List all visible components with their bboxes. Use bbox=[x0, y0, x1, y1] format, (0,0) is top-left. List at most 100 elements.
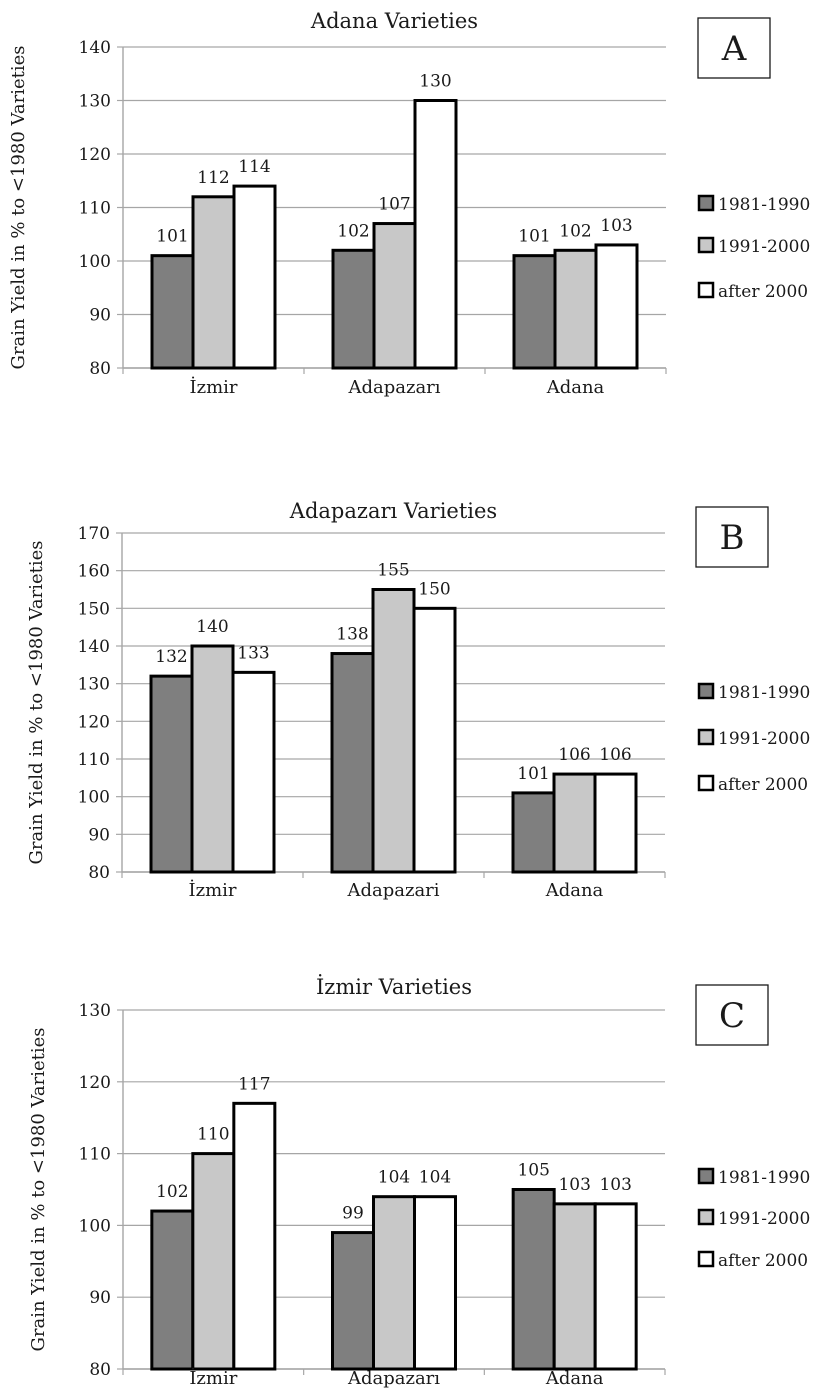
chart-a-title: Adana Varieties bbox=[310, 9, 478, 33]
chart-c-bar-adapazar-s3 bbox=[413, 1195, 457, 1371]
chart-a-bar-adana-s3 bbox=[594, 243, 639, 370]
chart-a-data-label: 101 bbox=[518, 227, 550, 247]
chart-b-ytick-label: 170 bbox=[78, 524, 110, 544]
chart-b-legend-swatch-s1 bbox=[697, 682, 715, 700]
chart-b-bar-izmir-s1 bbox=[149, 674, 194, 874]
chart-c-bar-adapazar-s1 bbox=[331, 1231, 375, 1371]
chart-a-bar-adapazar-s1 bbox=[331, 248, 376, 370]
chart-b-bar-adana-s1 bbox=[511, 791, 556, 874]
chart-a-ytick-label: 140 bbox=[79, 38, 111, 58]
chart-panel-b: 80 90 100 110 120 130 140 150 160 170 132 140 133 İzm… bbox=[0, 488, 820, 908]
chart-b-data-label: 150 bbox=[418, 579, 450, 599]
chart-c-bar-adana-s3 bbox=[593, 1202, 638, 1371]
chart-a-legend-label-s1: 1981-1990 bbox=[718, 195, 810, 215]
chart-b-ytick-label: 110 bbox=[78, 750, 110, 770]
chart-c-ytick-label: 120 bbox=[79, 1073, 111, 1093]
chart-c-data-label: 104 bbox=[419, 1168, 451, 1188]
chart-c-bar-adana-s1 bbox=[511, 1188, 556, 1371]
chart-b-legend-label-s2: 1991-2000 bbox=[718, 729, 810, 749]
chart-b-data-label: 155 bbox=[377, 561, 409, 581]
chart-c-legend-label-s2: 1991-2000 bbox=[718, 1209, 810, 1229]
chart-c-title: İzmir Varieties bbox=[316, 975, 472, 999]
chart-c-svg: 80 90 100 110 120 130 102 110 117 İzmir 99 104 104 Ad… bbox=[28, 975, 810, 1388]
chart-b-category-label: Adapazari bbox=[346, 880, 439, 901]
chart-b-panel-letter-frame bbox=[695, 506, 769, 568]
chart-b-category-label: İzmir bbox=[188, 878, 236, 901]
chart-b-legend-label-s1: 1981-1990 bbox=[718, 683, 810, 703]
chart-b-bar-adana-s2 bbox=[552, 772, 597, 874]
chart-b-panel-letter: B bbox=[720, 518, 745, 558]
chart-a-ytick-label: 130 bbox=[79, 92, 111, 112]
chart-a-data-label: 114 bbox=[238, 157, 270, 177]
chart-c-panel-letter-frame bbox=[695, 984, 769, 1046]
chart-a-ytick-label: 80 bbox=[89, 359, 111, 379]
chart-c-legend-swatch-s3 bbox=[697, 1250, 715, 1268]
chart-c-category-label: İzmir bbox=[189, 1366, 237, 1388]
chart-b-title: Adapazarı Varieties bbox=[289, 499, 497, 523]
chart-a-data-label: 102 bbox=[559, 221, 591, 241]
chart-a-svg: 80 90 100 110 120 130 140 101 112 114 İzmir 102 107 1… bbox=[8, 9, 810, 398]
chart-b-data-label: 140 bbox=[196, 617, 228, 637]
chart-a-bar-adana-s2 bbox=[553, 248, 598, 370]
chart-c-category-label: Adapazarı bbox=[347, 1368, 440, 1388]
chart-a-panel-letter: A bbox=[721, 29, 747, 69]
chart-a-ytick-label: 110 bbox=[79, 199, 111, 219]
chart-a-y-axis-label: Grain Yield in % to <1980 Varieties bbox=[8, 45, 29, 369]
chart-c-category-label: Adana bbox=[545, 1368, 604, 1388]
chart-c-data-label: 104 bbox=[378, 1168, 410, 1188]
chart-c-bar-adana-s2 bbox=[552, 1202, 597, 1371]
chart-b-legend-swatch-s2 bbox=[697, 728, 715, 746]
chart-a-legend-swatch-s2 bbox=[697, 236, 715, 254]
chart-a-legend-swatch-s1 bbox=[697, 194, 715, 212]
chart-b-data-label: 101 bbox=[517, 764, 549, 784]
chart-a-panel-letter-box: A bbox=[697, 17, 771, 79]
chart-b-ytick-label: 120 bbox=[78, 712, 110, 732]
chart-a-bar-izmir-s3 bbox=[232, 184, 277, 370]
chart-a-legend-label-s2: 1991-2000 bbox=[718, 237, 810, 257]
chart-a-data-label: 102 bbox=[337, 221, 369, 241]
chart-b-data-label: 133 bbox=[237, 643, 269, 663]
chart-c-data-label: 110 bbox=[197, 1125, 229, 1145]
chart-a-data-label: 112 bbox=[197, 168, 229, 188]
chart-b-data-label: 138 bbox=[336, 625, 368, 645]
chart-c-bar-izmir-s1 bbox=[150, 1209, 195, 1371]
chart-c-ytick-label: 110 bbox=[79, 1145, 111, 1165]
chart-c-data-label: 102 bbox=[156, 1182, 188, 1202]
chart-b-data-label: 132 bbox=[155, 647, 187, 667]
chart-a-data-label: 103 bbox=[600, 216, 632, 236]
chart-b-ytick-label: 130 bbox=[78, 675, 110, 695]
chart-a-legend-swatch-s3 bbox=[697, 281, 715, 299]
chart-b-ytick-label: 150 bbox=[78, 599, 110, 619]
chart-c-bar-izmir-s2 bbox=[191, 1152, 236, 1371]
chart-c-ytick-label: 80 bbox=[89, 1360, 111, 1380]
chart-c-data-label: 117 bbox=[238, 1074, 270, 1094]
chart-a-category-label: İzmir bbox=[189, 375, 237, 398]
chart-b-data-label: 106 bbox=[599, 745, 631, 765]
chart-b-ytick-label: 100 bbox=[78, 788, 110, 808]
chart-b-data-label: 106 bbox=[558, 745, 590, 765]
chart-b-legend-label-s3: after 2000 bbox=[718, 775, 808, 795]
chart-b-legend-swatch-s3 bbox=[697, 774, 715, 792]
chart-a-category-label: Adapazarı bbox=[347, 377, 440, 398]
chart-a-bar-adapazar-s2 bbox=[372, 222, 417, 370]
chart-c-panel-letter-box: C bbox=[695, 984, 769, 1046]
chart-b-svg: 80 90 100 110 120 130 140 150 160 170 132 140 133 İzm… bbox=[26, 499, 810, 901]
chart-a-bar-adana-s1 bbox=[512, 254, 557, 370]
chart-b-category-label: Adana bbox=[545, 880, 604, 901]
chart-c-data-label: 103 bbox=[599, 1175, 631, 1195]
chart-a-ytick-label: 90 bbox=[89, 306, 111, 326]
chart-a-data-label: 101 bbox=[156, 227, 188, 247]
chart-b-ytick-label: 90 bbox=[88, 825, 110, 845]
chart-a-bar-adapazar-s3 bbox=[413, 99, 458, 370]
chart-b-ytick-label: 140 bbox=[78, 637, 110, 657]
chart-a-data-label: 107 bbox=[378, 195, 410, 215]
chart-c-data-label: 99 bbox=[342, 1204, 364, 1224]
chart-c-ytick-label: 100 bbox=[79, 1216, 111, 1236]
chart-a-bar-izmir-s2 bbox=[191, 195, 236, 370]
chart-b-y-axis-label: Grain Yield in % to <1980 Varieties bbox=[26, 540, 47, 864]
chart-b-bar-adana-s3 bbox=[593, 772, 638, 874]
chart-b-bar-izmir-s3 bbox=[231, 670, 276, 874]
chart-a-legend-label-s3: after 2000 bbox=[718, 282, 808, 302]
chart-c-legend-label-s3: after 2000 bbox=[718, 1251, 808, 1271]
chart-a-data-label: 130 bbox=[419, 72, 451, 92]
